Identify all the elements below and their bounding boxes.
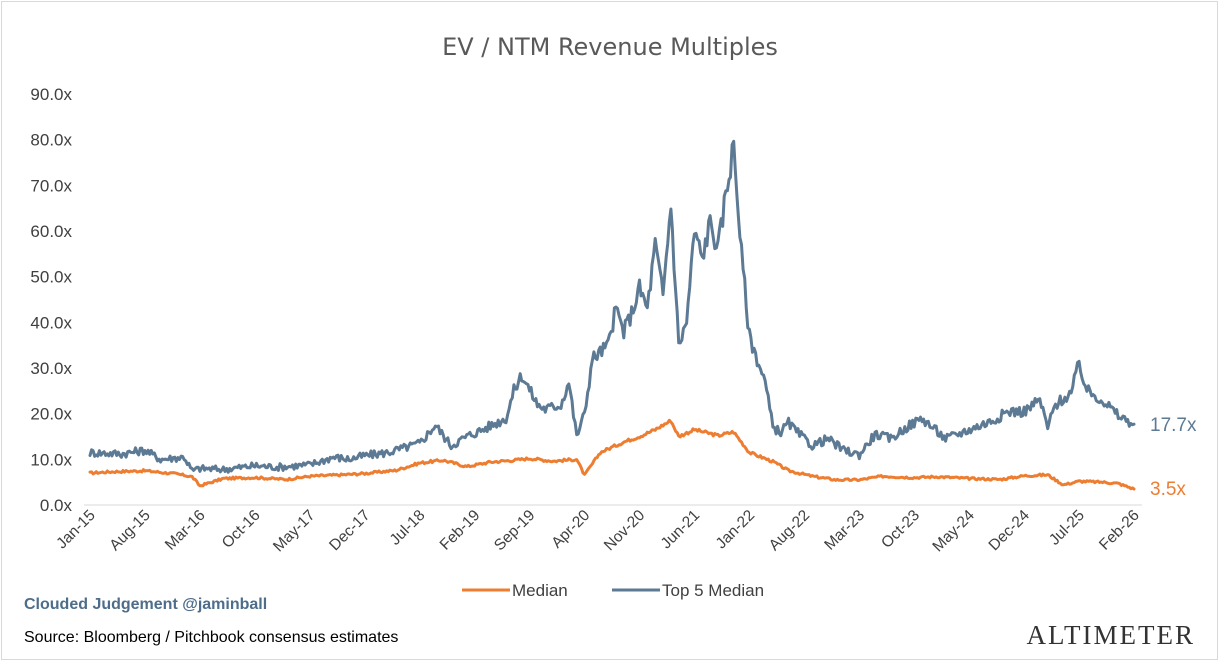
y-tick-label: 40.0x: [30, 313, 72, 332]
chart-title: EV / NTM Revenue Multiples: [442, 33, 778, 61]
x-tick-label: Mar-16: [162, 507, 209, 554]
x-tick-label: Dec-17: [326, 507, 373, 554]
x-tick-label: Feb-26: [1096, 507, 1143, 554]
legend-label: Top 5 Median: [662, 581, 764, 600]
y-tick-label: 10.0x: [30, 450, 72, 469]
legend: Median Top 5 Median: [462, 581, 764, 600]
series-lines: [88, 139, 1136, 491]
x-tick-label: Jun-21: [658, 507, 704, 553]
y-axis: 0.0x 10.0x 20.0x 30.0x 40.0x 50.0x 60.0x 70.0x 8…: [30, 85, 72, 515]
brand-logo: ALTIMETER: [1026, 620, 1195, 650]
y-tick-label: 30.0x: [30, 359, 72, 378]
y-tick-label: 0.0x: [40, 496, 73, 515]
x-tick-label: Feb-19: [437, 507, 484, 554]
x-tick-label: May-24: [929, 507, 978, 556]
y-tick-label: 50.0x: [30, 268, 72, 287]
y-tick-label: 70.0x: [30, 176, 72, 195]
y-tick-label: 60.0x: [30, 222, 72, 241]
x-tick-label: Oct-23: [878, 507, 923, 552]
x-axis: Jan-15 Aug-15 Mar-16 Oct-16 May-17 Dec-17 Jul-…: [53, 507, 1143, 556]
x-tick-label: Nov-20: [601, 507, 649, 555]
x-tick-label: Jul-25: [1046, 507, 1088, 549]
series-line-median: [88, 418, 1136, 491]
x-tick-label: Oct-16: [219, 507, 264, 552]
credit-text: Clouded Judgement @jaminball: [24, 596, 268, 613]
x-tick-label: Dec-24: [986, 507, 1034, 555]
series-line-top5-median: [88, 139, 1136, 474]
end-value-label: 3.5x: [1150, 479, 1186, 500]
x-tick-label: Aug-22: [766, 507, 813, 554]
x-tick-label: Aug-15: [106, 507, 153, 554]
y-tick-label: 20.0x: [30, 405, 72, 424]
x-tick-label: May-17: [270, 507, 319, 556]
y-tick-label: 90.0x: [30, 85, 72, 104]
x-tick-label: Jul-18: [387, 507, 429, 549]
y-tick-label: 80.0x: [30, 131, 72, 150]
x-tick-label: Apr-20: [548, 507, 593, 552]
source-note: Source: Bloomberg / Pitchbook consensus …: [24, 629, 399, 646]
x-tick-label: Sep-19: [491, 507, 538, 554]
x-tick-label: Mar-23: [821, 507, 868, 554]
end-labels: 3.5x 17.7x: [1150, 415, 1197, 500]
legend-label: Median: [512, 581, 568, 600]
x-tick-label: Jan-22: [713, 507, 759, 553]
end-value-label: 17.7x: [1150, 415, 1197, 436]
